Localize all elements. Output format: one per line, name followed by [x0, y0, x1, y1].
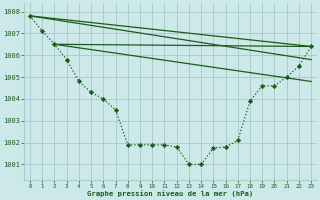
X-axis label: Graphe pression niveau de la mer (hPa): Graphe pression niveau de la mer (hPa) [87, 190, 254, 197]
